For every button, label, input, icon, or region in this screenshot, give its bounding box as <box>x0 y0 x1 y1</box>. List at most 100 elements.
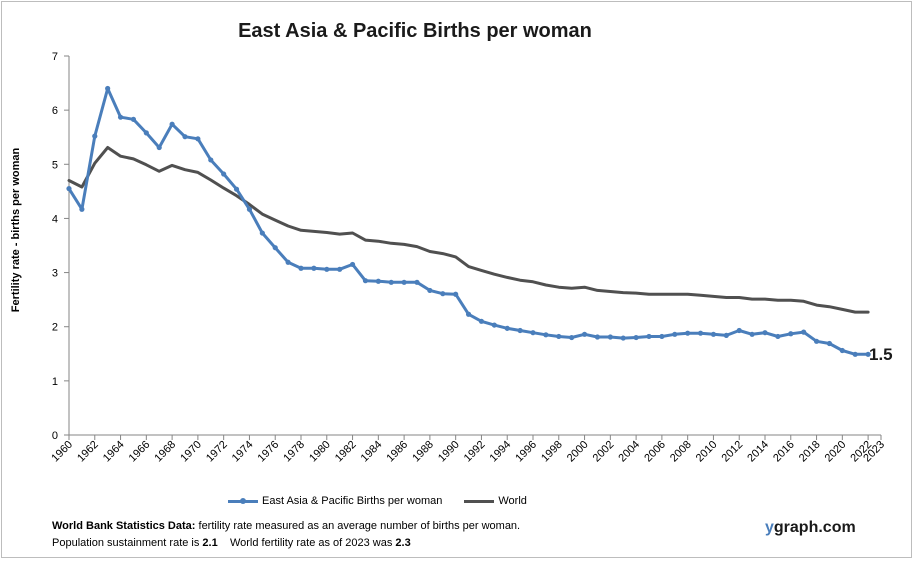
data-point-east-asia <box>362 278 369 284</box>
x-tick-label: 1964 <box>101 439 127 465</box>
data-point-east-asia <box>117 114 124 120</box>
data-point-east-asia <box>749 331 755 337</box>
x-tick-label: 2000 <box>565 439 591 465</box>
x-tick-label: 1962 <box>75 439 101 465</box>
data-point-east-asia <box>839 347 845 354</box>
x-tick-label: 2002 <box>591 439 617 465</box>
y-tick-label: 6 <box>52 105 58 117</box>
x-tick-label: 1984 <box>359 439 385 465</box>
data-point-east-asia <box>272 245 278 251</box>
data-point-east-asia <box>285 259 291 265</box>
x-tick-label: 2010 <box>694 439 720 465</box>
y-tick-label: 0 <box>52 430 58 442</box>
data-point-east-asia <box>685 330 691 336</box>
data-point-east-asia <box>156 144 162 151</box>
x-tick-label: 2014 <box>745 439 771 465</box>
data-point-east-asia <box>569 334 575 341</box>
data-point-east-asia <box>543 332 549 338</box>
data-point-east-asia <box>208 157 214 163</box>
brand-logo-y: y <box>765 519 774 536</box>
data-point-east-asia <box>259 230 265 236</box>
data-point-east-asia <box>221 171 227 177</box>
data-point-east-asia <box>813 338 820 344</box>
data-point-east-asia <box>427 287 433 294</box>
data-point-east-asia <box>195 136 201 142</box>
data-point-east-asia <box>182 134 188 140</box>
data-point-east-asia <box>401 279 407 285</box>
x-tick-label: 1976 <box>256 439 282 465</box>
data-point-east-asia <box>852 351 858 357</box>
data-point-east-asia <box>504 325 510 331</box>
y-tick-label: 1 <box>52 376 58 388</box>
x-tick-label: 2012 <box>720 439 746 465</box>
x-tick-label: 2020 <box>823 439 849 465</box>
legend-swatch-world <box>464 495 495 507</box>
footer-line-2: Population sustainment rate is 2.1 World… <box>52 535 520 552</box>
x-tick-label: 2008 <box>668 439 694 465</box>
x-tick-label: 1960 <box>49 439 75 465</box>
x-tick-label: 1968 <box>152 439 178 465</box>
data-point-east-asia <box>865 351 871 357</box>
x-tick-label: 1988 <box>410 439 436 465</box>
data-point-east-asia <box>723 332 729 338</box>
footer-source-text: fertility rate measured as an average nu… <box>195 520 521 532</box>
data-point-east-asia <box>298 265 304 271</box>
data-point-east-asia <box>633 334 639 341</box>
data-point-east-asia <box>414 279 420 285</box>
data-point-east-asia <box>349 261 356 268</box>
data-point-east-asia <box>337 266 343 272</box>
x-tick-label: 1998 <box>539 439 565 465</box>
x-tick-label: 1978 <box>281 439 307 465</box>
end-value-label: 1.5 <box>869 345 893 364</box>
x-tick-label: 1966 <box>127 439 153 465</box>
x-tick-label: 1972 <box>204 439 230 465</box>
y-tick-label: 3 <box>52 268 58 280</box>
data-point-east-asia <box>92 133 98 139</box>
data-point-east-asia <box>478 318 485 324</box>
x-tick-label: 1992 <box>462 439 488 465</box>
footer-sustain-rate: 2.1 <box>202 537 218 549</box>
footer-world-text: World fertility rate as of 2023 was <box>217 537 396 549</box>
y-tick-label: 5 <box>52 159 58 171</box>
data-point-east-asia <box>762 330 768 336</box>
footer-line-1: World Bank Statistics Data: fertility ra… <box>52 518 520 535</box>
footer-sustain-text: Population sustainment rate is <box>52 537 203 549</box>
legend-label-east-asia: East Asia & Pacific Births per woman <box>262 495 443 507</box>
x-tick-label: 1986 <box>384 439 410 465</box>
data-point-east-asia <box>440 291 446 297</box>
data-point-east-asia <box>375 278 381 284</box>
data-point-east-asia <box>233 186 240 192</box>
legend-label-world: World <box>498 495 527 507</box>
data-point-east-asia <box>556 333 562 340</box>
x-tick-label: 2018 <box>797 439 823 465</box>
data-point-east-asia <box>169 121 175 127</box>
data-point-east-asia <box>324 266 330 272</box>
data-point-east-asia <box>388 279 394 285</box>
data-point-east-asia <box>659 333 665 340</box>
data-point-east-asia <box>775 333 781 340</box>
data-point-east-asia <box>801 329 807 335</box>
data-point-east-asia <box>788 331 794 337</box>
x-tick-label: 1996 <box>513 439 539 465</box>
chart-title: East Asia & Pacific Births per woman <box>238 20 592 42</box>
x-tick-label: 1970 <box>178 439 204 465</box>
legend-swatch-east-asia <box>228 495 258 507</box>
series-line-world <box>67 146 870 314</box>
data-point-east-asia <box>646 333 652 340</box>
brand-logo[interactable]: ygraph.com <box>765 519 856 537</box>
data-point-east-asia <box>79 206 85 212</box>
data-point-east-asia <box>143 130 149 136</box>
data-point-east-asia <box>594 334 601 340</box>
data-point-east-asia <box>620 335 626 341</box>
data-point-east-asia <box>607 334 613 340</box>
data-point-east-asia <box>672 331 678 337</box>
data-point-east-asia <box>697 330 704 336</box>
data-point-east-asia <box>105 85 111 92</box>
x-tick-label: 1982 <box>333 439 359 465</box>
brand-logo-rest: graph.com <box>773 519 856 536</box>
footer-world-rate: 2.3 <box>395 537 411 549</box>
x-tick-label: 2016 <box>771 439 797 465</box>
x-tick-label: 2004 <box>616 439 642 465</box>
